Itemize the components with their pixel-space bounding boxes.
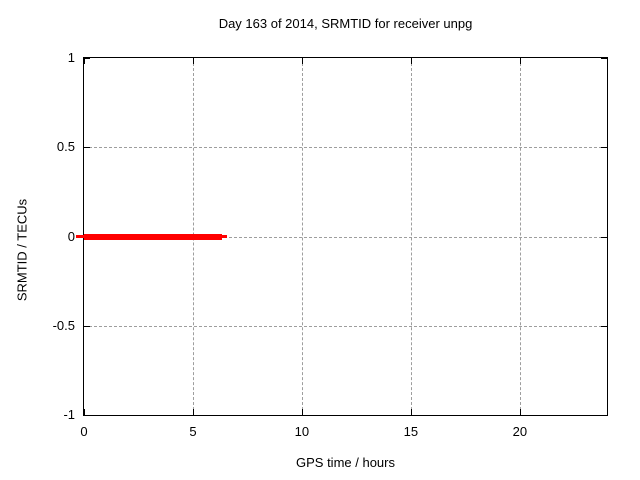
y-tick-mark-right (601, 236, 607, 238)
x-tick-label: 15 (403, 424, 419, 439)
plot-area (76, 57, 608, 416)
gridline-horizontal (84, 147, 607, 149)
y-tick-mark-left (84, 147, 90, 149)
y-tick-label: 0.5 (56, 139, 75, 155)
x-tick-mark-bottom (410, 409, 412, 415)
y-tick-label: 1 (67, 50, 75, 65)
y-tick-label: -0.5 (52, 317, 75, 333)
gridline-horizontal (84, 325, 607, 327)
x-tick-label: 0 (80, 424, 88, 439)
x-tick-mark-bottom (192, 409, 194, 415)
chart-title: Day 163 of 2014, SRMTID for receiver unp… (218, 16, 473, 31)
series-start-cap (76, 235, 84, 238)
y-tick-mark-left (84, 58, 90, 59)
x-tick-mark-top (301, 58, 303, 64)
x-tick-mark-top (84, 58, 85, 64)
y-tick-mark-right (601, 58, 607, 59)
x-tick-mark-top (519, 58, 521, 64)
series-line (84, 233, 223, 240)
x-tick-label: 20 (512, 424, 528, 439)
y-tick-mark-right (601, 415, 607, 416)
y-tick-mark-left (84, 325, 90, 327)
series-end-cap (222, 235, 228, 238)
x-axis-label: GPS time / hours (296, 455, 395, 470)
x-tick-mark-top (410, 58, 412, 64)
y-axis-label: SRMTID / TECUs (14, 198, 30, 302)
x-tick-label: 5 (189, 424, 197, 439)
x-tick-label: 10 (294, 424, 310, 439)
x-tick-mark-bottom (84, 409, 85, 415)
x-tick-mark-bottom (519, 409, 521, 415)
y-tick-label: -1 (63, 407, 75, 422)
y-tick-mark-right (601, 147, 607, 149)
gridline-horizontal (84, 236, 607, 238)
x-tick-mark-bottom (301, 409, 303, 415)
y-tick-label: 0 (67, 228, 75, 244)
y-tick-mark-left (84, 415, 90, 416)
y-tick-mark-right (601, 325, 607, 327)
x-tick-mark-top (192, 58, 194, 64)
